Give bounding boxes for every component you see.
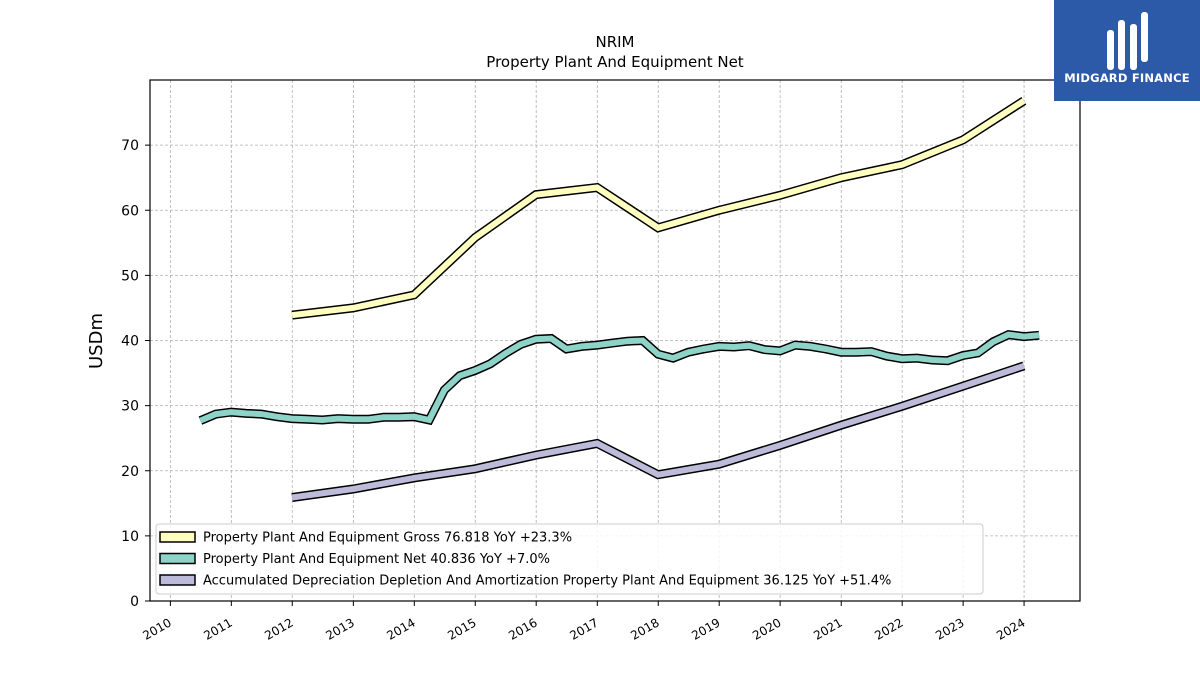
legend-label-3: Accumulated Depreciation Depletion And A… bbox=[203, 574, 891, 589]
brand-logo: MIDGARD FINANCE bbox=[1054, 0, 1200, 101]
x-tick-label: 2020 bbox=[750, 615, 783, 642]
series-line-1 bbox=[291, 98, 1026, 319]
chart-title: NRIM bbox=[595, 33, 634, 51]
legend-swatch-1 bbox=[159, 531, 196, 543]
x-tick-label: 2011 bbox=[201, 615, 234, 642]
x-tick-label: 2021 bbox=[811, 615, 844, 642]
legend-label-2: Property Plant And Equipment Net 40.836 … bbox=[203, 552, 550, 567]
y-tick-label: 10 bbox=[121, 529, 139, 545]
legend-swatch-2 bbox=[159, 552, 196, 565]
y-tick-label: 30 bbox=[121, 399, 139, 415]
brand-name: MIDGARD FINANCE bbox=[1064, 71, 1190, 85]
y-tick-label: 40 bbox=[121, 334, 139, 350]
x-tick-label: 2024 bbox=[994, 615, 1027, 642]
series-line-2 bbox=[199, 331, 1040, 424]
x-tick-label: 2015 bbox=[445, 615, 478, 642]
x-tick-label: 2017 bbox=[567, 615, 600, 642]
legend: Property Plant And Equipment Gross 76.81… bbox=[155, 523, 984, 595]
x-tick-label: 2014 bbox=[384, 615, 417, 642]
legend-label-1: Property Plant And Equipment Gross 76.81… bbox=[203, 531, 572, 546]
y-tick-label: 70 bbox=[121, 138, 139, 154]
series-group bbox=[198, 97, 1040, 502]
chart-subtitle: Property Plant And Equipment Net bbox=[486, 53, 743, 71]
x-tick-label: 2023 bbox=[933, 615, 966, 642]
series-line-3 bbox=[291, 363, 1025, 501]
x-tick-label: 2019 bbox=[689, 615, 722, 642]
y-tick-label: 60 bbox=[121, 203, 139, 219]
midgard-m-logo-icon bbox=[1107, 12, 1148, 70]
x-tick-label: 2010 bbox=[140, 615, 173, 642]
x-tick-label: 2012 bbox=[262, 615, 295, 642]
x-tick-label: 2018 bbox=[628, 615, 661, 642]
y-axis-label: USDm bbox=[86, 313, 107, 369]
y-tick-label: 0 bbox=[130, 594, 139, 610]
grid bbox=[150, 80, 1080, 601]
x-tick-label: 2013 bbox=[323, 615, 356, 642]
series-outline-2 bbox=[198, 329, 1040, 426]
y-tick-label: 50 bbox=[121, 268, 139, 284]
legend-box bbox=[155, 523, 984, 595]
legend-swatch-3 bbox=[159, 574, 196, 586]
x-tick-label: 2022 bbox=[872, 615, 905, 642]
x-tick-label: 2016 bbox=[506, 615, 539, 642]
y-tick-label: 20 bbox=[121, 464, 139, 480]
